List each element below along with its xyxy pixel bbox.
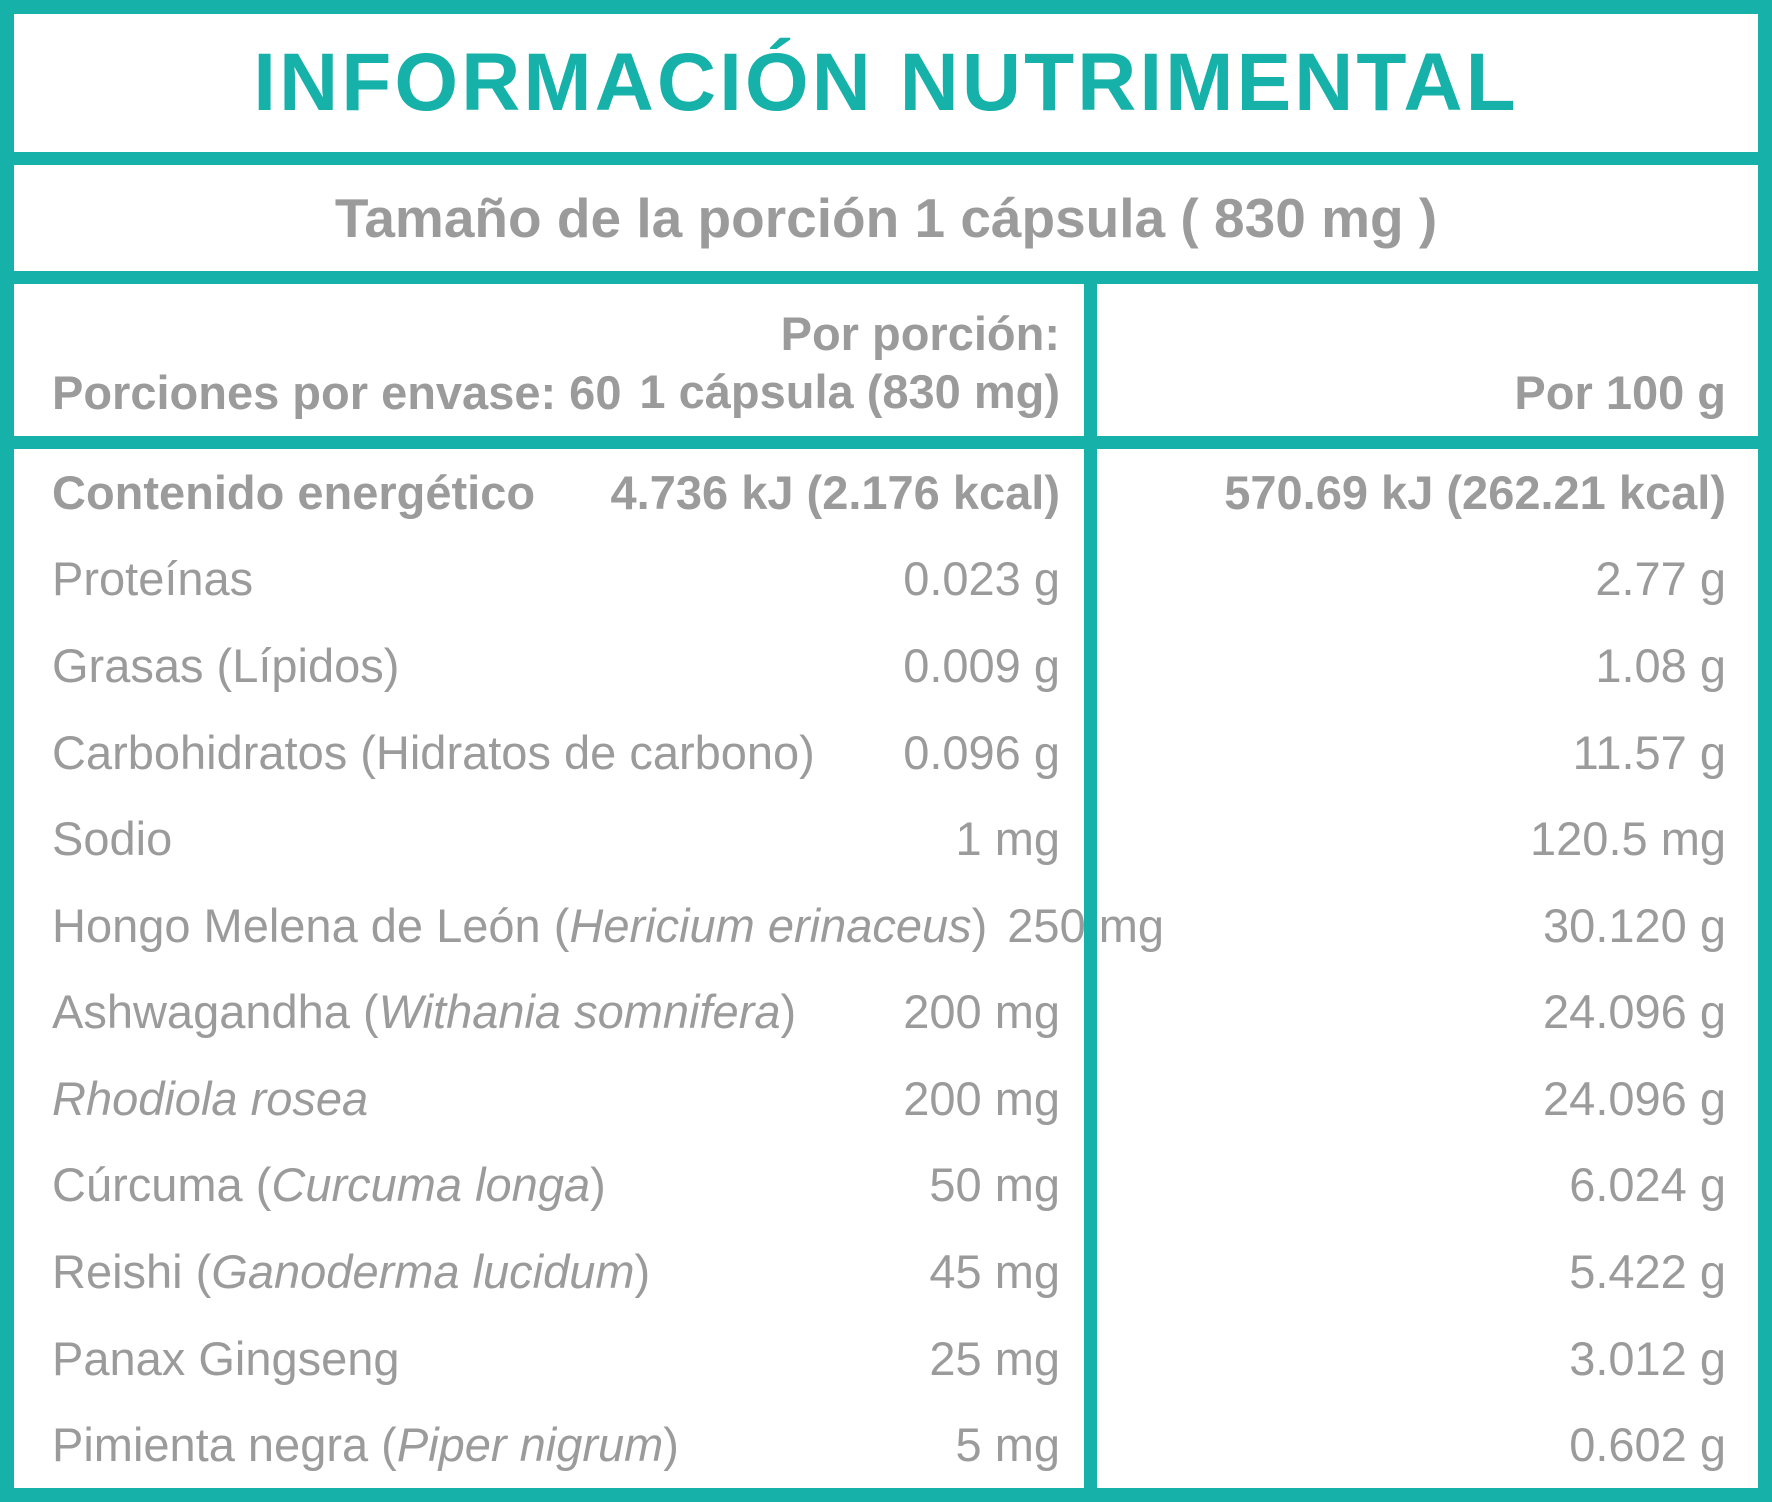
column-divider — [1084, 881, 1097, 969]
table-row: Proteínas 0.023 g 2.77 g — [14, 535, 1758, 623]
per-portion-value: 4.736 kJ (2.176 kcal) — [610, 465, 1060, 519]
nutrient-label: Hongo Melena de León (Hericium erinaceus… — [52, 898, 988, 952]
column-divider — [1084, 449, 1097, 536]
per-portion-value: 0.009 g — [903, 638, 1060, 692]
column-divider — [1084, 968, 1097, 1056]
table-row: Pimienta negra (Piper nigrum) 5 mg 0.602… — [14, 1401, 1758, 1488]
column-header-row: Porciones por envase: 60 Por porción: 1 … — [14, 284, 1758, 436]
column-divider — [1084, 1141, 1097, 1229]
column-header-left: Porciones por envase: 60 Por porción: 1 … — [14, 284, 1084, 436]
table-row: Hongo Melena de León (Hericium erinaceus… — [14, 881, 1758, 969]
column-divider — [1084, 1401, 1097, 1488]
nutrient-label: Rhodiola rosea — [52, 1071, 369, 1125]
table-row: Contenido energético 4.736 kJ (2.176 kca… — [14, 449, 1758, 536]
title-section: INFORMACIÓN NUTRIMENTAL — [14, 14, 1758, 152]
per-100g-value: 11.57 g — [1572, 725, 1726, 779]
nutrient-label: Contenido energético — [52, 465, 536, 519]
nutrient-label: Grasas (Lípidos) — [52, 638, 400, 692]
per-portion-header-line2: 1 cápsula (830 mg) — [639, 364, 1060, 418]
column-divider — [1084, 1314, 1097, 1402]
per-portion-header-line1: Por porción: — [780, 307, 1060, 361]
table-row: Rhodiola rosea 200 mg 24.096 g — [14, 1055, 1758, 1142]
nutrient-label: Proteínas — [52, 552, 254, 606]
per-portion-value: 5 mg — [955, 1418, 1061, 1472]
per-portion-value: 25 mg — [929, 1331, 1060, 1385]
per-100g-value: 5.422 g — [1569, 1244, 1726, 1298]
per-100g-value: 24.096 g — [1543, 985, 1726, 1039]
nutrient-label: Reishi (Ganoderma lucidum) — [52, 1244, 651, 1298]
per-portion-value: 1 mg — [955, 812, 1061, 866]
per-100g-value: 6.024 g — [1569, 1158, 1726, 1212]
nutrient-label: Cúrcuma (Curcuma longa) — [52, 1158, 606, 1212]
table-row: Grasas (Lípidos) 0.009 g 1.08 g — [14, 622, 1758, 709]
horizontal-divider — [14, 152, 1758, 165]
page-title: INFORMACIÓN NUTRIMENTAL — [253, 37, 1519, 128]
table-row: Reishi (Ganoderma lucidum) 45 mg 5.422 g — [14, 1228, 1758, 1315]
per-100g-value: 570.69 kJ (262.21 kcal) — [1224, 465, 1726, 519]
nutrient-label: Ashwagandha (Withania somnifera) — [52, 985, 797, 1039]
per-portion-value: 200 mg — [903, 985, 1060, 1039]
column-divider — [1084, 795, 1097, 882]
per-portion-value: 50 mg — [929, 1158, 1060, 1212]
table-row: Cúrcuma (Curcuma longa) 50 mg 6.024 g — [14, 1141, 1758, 1229]
per-portion-header: Por porción: 1 cápsula (830 mg) — [639, 305, 1060, 420]
nutrient-label: Pimienta negra (Piper nigrum) — [52, 1418, 679, 1472]
table-row: Ashwagandha (Withania somnifera) 200 mg … — [14, 968, 1758, 1056]
column-divider — [1084, 708, 1097, 796]
serving-size-section: Tamaño de la porción 1 cápsula ( 830 mg … — [14, 165, 1758, 271]
horizontal-divider — [14, 271, 1758, 284]
column-divider — [1084, 535, 1097, 623]
nutrient-label: Panax Gingseng — [52, 1331, 400, 1385]
horizontal-divider — [14, 436, 1758, 449]
table-row: Sodio 1 mg 120.5 mg — [14, 795, 1758, 882]
per-100g-value: 0.602 g — [1569, 1418, 1726, 1472]
per-portion-value: 0.023 g — [903, 552, 1060, 606]
per-100g-value: 1.08 g — [1595, 638, 1726, 692]
per-100g-value: 2.77 g — [1595, 552, 1726, 606]
nutrient-label: Sodio — [52, 812, 173, 866]
per-portion-value: 200 mg — [903, 1071, 1060, 1125]
per-portion-value: 0.096 g — [903, 725, 1060, 779]
column-divider — [1084, 284, 1097, 436]
per-100g-value: 30.120 g — [1543, 898, 1726, 952]
table-row: Carbohidratos (Hidratos de carbono) 0.09… — [14, 708, 1758, 796]
per-100g-value: 120.5 mg — [1530, 812, 1726, 866]
serving-size-text: Tamaño de la porción 1 cápsula ( 830 mg … — [334, 187, 1438, 249]
column-divider — [1084, 622, 1097, 709]
servings-per-container: Porciones por envase: 60 — [52, 366, 622, 419]
nutrient-label: Carbohidratos (Hidratos de carbono) — [52, 725, 815, 779]
per-100g-value: 3.012 g — [1569, 1331, 1726, 1385]
per-portion-value: 45 mg — [929, 1244, 1060, 1298]
table-row: Panax Gingseng 25 mg 3.012 g — [14, 1314, 1758, 1402]
nutrition-table: Contenido energético 4.736 kJ (2.176 kca… — [14, 449, 1758, 1488]
column-divider — [1084, 1055, 1097, 1142]
column-divider — [1084, 1228, 1097, 1315]
per-100g-value: 24.096 g — [1543, 1071, 1726, 1125]
per-100g-header: Por 100 g — [1514, 366, 1726, 419]
